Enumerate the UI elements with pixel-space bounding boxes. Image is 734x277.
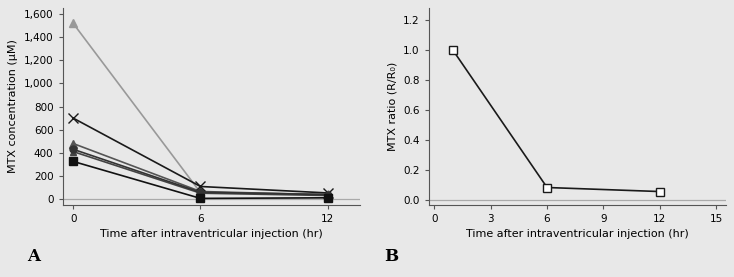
X-axis label: Time after intraventricular injection (hr): Time after intraventricular injection (h… [100, 229, 322, 239]
X-axis label: Time after intraventricular injection (hr): Time after intraventricular injection (h… [466, 229, 688, 239]
Y-axis label: MTX ratio (R/R₀): MTX ratio (R/R₀) [388, 62, 397, 151]
Y-axis label: MTX concentration (μM): MTX concentration (μM) [8, 40, 18, 173]
Text: B: B [384, 248, 398, 265]
Text: A: A [27, 248, 40, 265]
